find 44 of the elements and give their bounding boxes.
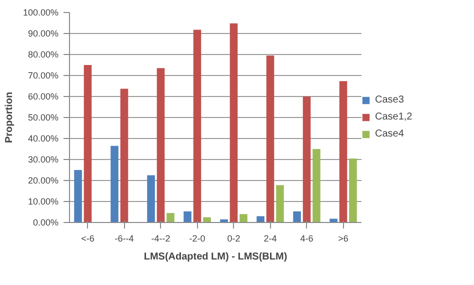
bar [84, 65, 92, 222]
y-tick-label: 80.00% [28, 50, 59, 60]
y-tick-label: 10.00% [28, 196, 59, 206]
bar [230, 23, 238, 222]
x-tick-label: -2-0 [189, 234, 206, 244]
x-tick-label: 4-6 [300, 234, 314, 244]
bar [147, 175, 155, 222]
y-tick-label: 100.00% [22, 8, 58, 18]
x-tick-label: -4--2 [151, 234, 170, 244]
x-axis-title: LMS(Adapted LM) - LMS(BLM) [144, 252, 288, 262]
x-tick-label: 0-2 [227, 234, 240, 244]
y-tick-label: 90.00% [28, 28, 59, 38]
bar [120, 88, 128, 222]
bar [240, 214, 248, 222]
bar [166, 213, 174, 222]
bar [156, 68, 165, 222]
x-tick-label: -6--4 [114, 234, 134, 244]
bar [312, 149, 320, 222]
bar [193, 30, 202, 222]
bar [349, 158, 357, 222]
bar [293, 211, 301, 222]
bar [74, 170, 82, 222]
x-tick-label: >6 [338, 234, 348, 244]
y-tick-label: 50.00% [28, 112, 59, 122]
bar [256, 216, 264, 222]
y-tick-label: 30.00% [28, 154, 59, 164]
y-tick-label: 70.00% [28, 70, 59, 80]
y-tick-label: 20.00% [28, 176, 59, 186]
legend-label: Case4 [375, 128, 405, 140]
bar [330, 218, 338, 222]
x-tick-label: <-6 [81, 234, 94, 244]
bar [339, 81, 348, 222]
bar [266, 56, 274, 222]
y-axis-title: Proportion [4, 92, 15, 144]
bar [110, 146, 118, 222]
legend-label: Case3 [375, 94, 405, 106]
y-tick-label: 60.00% [28, 92, 59, 102]
bar [184, 211, 192, 222]
bar [276, 185, 284, 222]
legend-label: Case1,2 [375, 112, 414, 122]
y-tick-label: 40.00% [28, 134, 59, 144]
y-tick-label: 0.00% [32, 218, 59, 228]
bar [302, 96, 311, 222]
x-tick-label: 2-4 [264, 234, 277, 244]
